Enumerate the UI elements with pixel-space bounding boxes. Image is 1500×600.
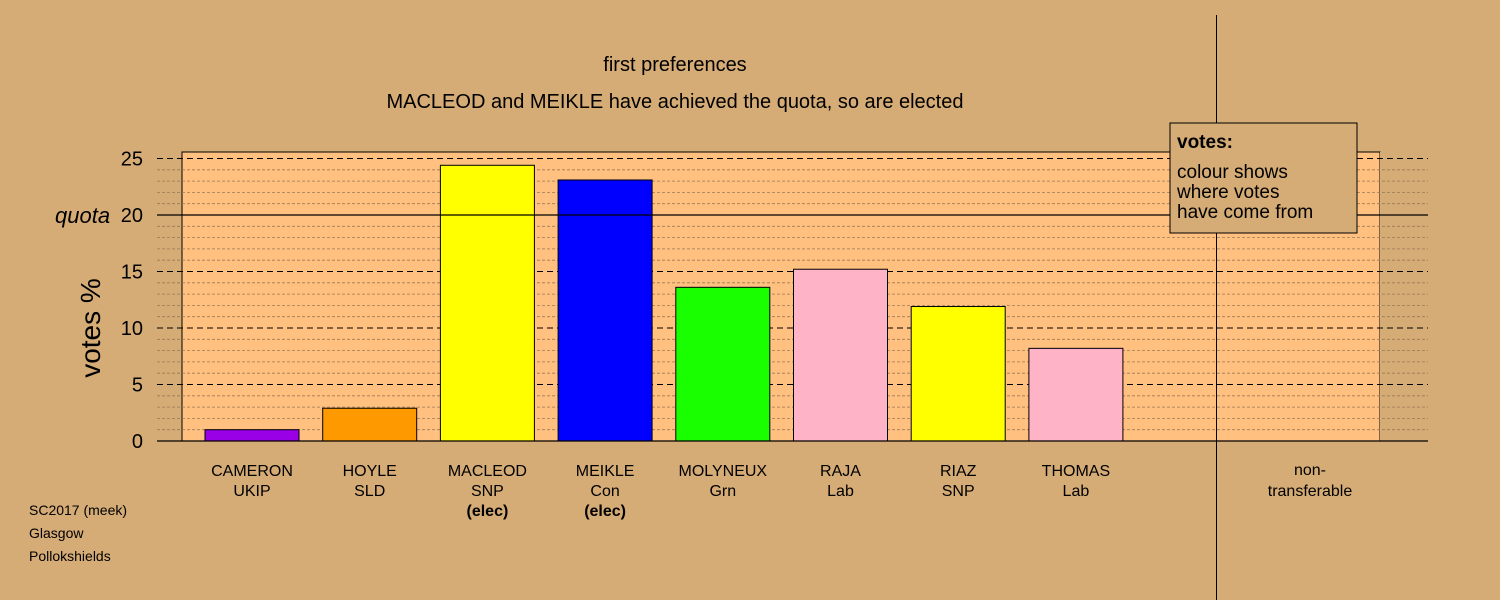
candidate-name-hoyle: HOYLE — [343, 463, 397, 480]
y-tick-label-10: 10 — [121, 318, 143, 340]
y-axis-label: votes % — [75, 278, 106, 378]
legend-title: votes: — [1177, 132, 1233, 153]
nontransferable-label-line2: transferable — [1268, 483, 1353, 500]
elected-marker-meikle: (elec) — [584, 503, 626, 520]
candidate-party-cameron: UKIP — [233, 483, 270, 500]
legend-line-3: have come from — [1177, 202, 1313, 223]
chart-subtitle: MACLEOD and MEIKLE have achieved the quo… — [386, 91, 963, 113]
legend-line-1: colour shows — [1177, 162, 1288, 183]
bar-cameron — [204, 429, 300, 442]
y-tick-label-15: 15 — [121, 262, 143, 284]
elected-marker-macleod: (elec) — [467, 503, 509, 520]
bar-hoyle — [322, 407, 418, 442]
candidate-name-cameron: CAMERON — [211, 463, 293, 480]
bar-macleod — [439, 164, 535, 442]
candidate-name-thomas: THOMAS — [1042, 463, 1110, 480]
y-ticks: 0 5 10 15 20 25 — [121, 149, 143, 454]
y-tick-label-20: 20 — [121, 205, 143, 227]
candidate-name-riaz: RIAZ — [940, 463, 977, 480]
candidate-party-hoyle: SLD — [354, 483, 385, 500]
bar-raja — [793, 268, 888, 442]
candidate-party-macleod: SNP — [471, 483, 504, 500]
y-tick-label-0: 0 — [132, 431, 143, 453]
footer-election: SC2017 (meek) — [29, 502, 127, 518]
candidate-party-raja: Lab — [827, 483, 854, 500]
nontransferable-label-line1: non- — [1294, 462, 1326, 479]
candidate-party-riaz: SNP — [942, 483, 975, 500]
bars — [204, 164, 1124, 442]
candidate-name-macleod: MACLEOD — [448, 463, 527, 480]
y-tick-label-25: 25 — [121, 149, 143, 171]
footer-council: Glasgow — [29, 525, 84, 541]
chart-title: first preferences — [603, 54, 746, 76]
quota-label: quota — [55, 203, 110, 228]
candidate-party-thomas: Lab — [1063, 483, 1090, 500]
bar-meikle — [557, 179, 653, 442]
plot-background-nontransferable — [1380, 152, 1428, 441]
bar-thomas — [1028, 347, 1124, 442]
candidate-party-molyneux: Grn — [709, 483, 736, 500]
legend-box — [1169, 122, 1358, 234]
candidate-party-meikle: Con — [590, 483, 619, 500]
candidate-name-molyneux: MOLYNEUX — [678, 463, 767, 480]
y-tick-label-5: 5 — [132, 375, 143, 397]
candidate-name-raja: RAJA — [820, 463, 861, 480]
category-labels: CAMERON UKIP HOYLE SLD MACLEOD SNP (elec) MEIKL… — [211, 463, 1110, 520]
legend-line-2: where votes — [1176, 182, 1279, 203]
bar-riaz — [910, 306, 1006, 442]
footer-ward: Pollokshields — [29, 548, 111, 564]
candidate-name-meikle: MEIKLE — [576, 463, 635, 480]
bar-molyneux — [675, 286, 771, 442]
legend: votes: colour shows where votes have com… — [1169, 122, 1358, 234]
